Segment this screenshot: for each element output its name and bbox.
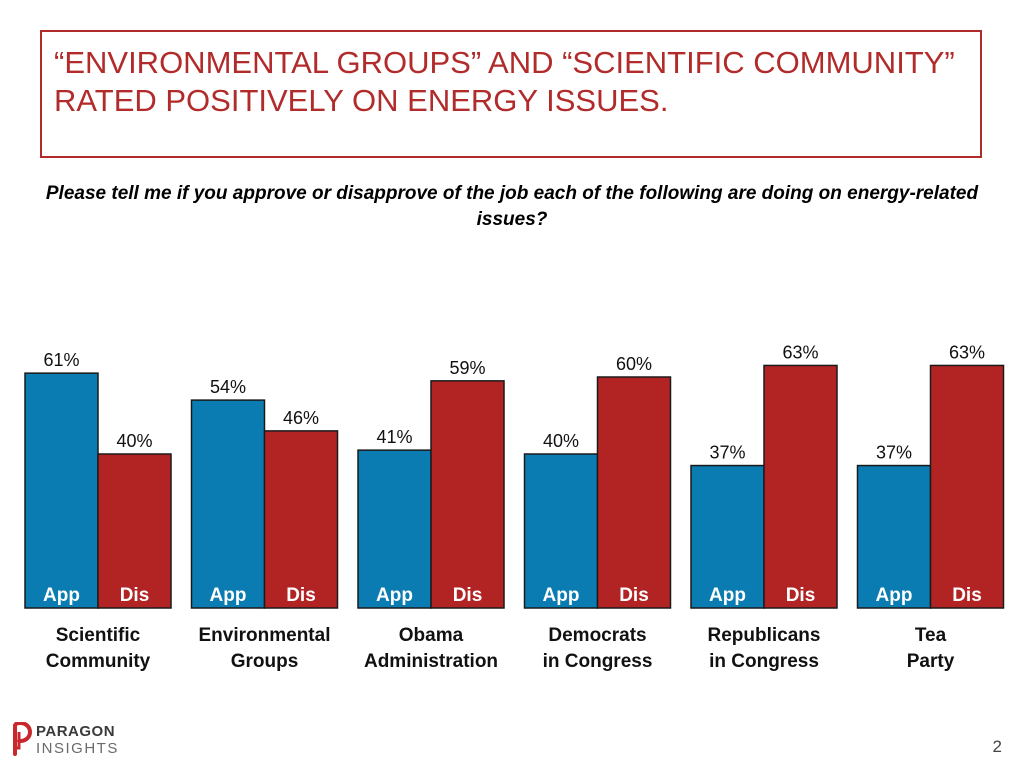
- value-label-app-0: 61%: [43, 350, 79, 370]
- category-label-0-1: Community: [46, 651, 151, 672]
- bar-dis-0: [97, 453, 172, 609]
- value-label-app-5: 37%: [876, 443, 912, 463]
- bar-series-label-app-1: App: [210, 585, 247, 606]
- title-box: “ENVIRONMENTAL GROUPS” AND “SCIENTIFIC C…: [40, 30, 982, 158]
- bar-app-4: [690, 464, 765, 609]
- bar-dis-5: [929, 364, 1005, 609]
- value-label-app-1: 54%: [210, 377, 246, 397]
- category-label-5-1: Party: [907, 651, 955, 672]
- category-label-0-0: Scientific: [56, 625, 141, 646]
- bar-series-label-app-0: App: [43, 585, 80, 606]
- value-label-dis-1: 46%: [283, 408, 319, 428]
- bar-series-label-app-4: App: [709, 585, 746, 606]
- bar-app-5: [856, 464, 932, 609]
- bar-series-label-dis-4: Dis: [786, 585, 816, 606]
- category-label-2-1: Administration: [364, 651, 498, 672]
- slide-title: “ENVIRONMENTAL GROUPS” AND “SCIENTIFIC C…: [54, 45, 955, 118]
- value-label-dis-3: 60%: [616, 354, 652, 374]
- category-label-4-1: in Congress: [709, 651, 819, 672]
- bar-series-label-dis-1: Dis: [286, 585, 316, 606]
- bar-app-0: [24, 372, 99, 609]
- category-label-1-1: Groups: [231, 651, 299, 672]
- survey-question: Please tell me if you approve or disappr…: [45, 183, 979, 230]
- bar-dis-3: [596, 376, 672, 609]
- category-label-5-0: Tea: [915, 625, 947, 646]
- logo-text-insights: INSIGHTS: [36, 740, 119, 757]
- page-number: 2: [992, 737, 1002, 756]
- value-label-app-2: 41%: [376, 427, 412, 447]
- bar-series-label-dis-0: Dis: [120, 585, 150, 606]
- bar-series-label-app-3: App: [543, 585, 580, 606]
- category-label-3-1: in Congress: [543, 651, 653, 672]
- logo-text-paragon: PARAGON: [36, 723, 116, 740]
- paragon-logo-icon: [13, 722, 33, 756]
- bar-dis-4: [763, 364, 838, 609]
- value-label-dis-0: 40%: [116, 431, 152, 451]
- bar-series-label-dis-5: Dis: [952, 585, 982, 606]
- bar-dis-1: [263, 430, 339, 609]
- value-label-dis-2: 59%: [449, 358, 485, 378]
- category-label-3-0: Democrats: [548, 625, 646, 646]
- bar-dis-2: [430, 380, 505, 609]
- category-label-2-0: Obama: [399, 625, 464, 646]
- value-label-app-4: 37%: [709, 443, 745, 463]
- bar-app-1: [190, 399, 266, 609]
- category-label-1-0: Environmental: [199, 625, 331, 646]
- value-label-dis-4: 63%: [782, 342, 818, 362]
- bar-series-label-dis-3: Dis: [619, 585, 649, 606]
- value-label-app-3: 40%: [543, 431, 579, 451]
- bar-series-label-app-5: App: [876, 585, 913, 606]
- value-label-dis-5: 63%: [949, 342, 985, 362]
- bar-series-label-dis-2: Dis: [453, 585, 483, 606]
- bar-series-label-app-2: App: [376, 585, 413, 606]
- bar-app-2: [357, 449, 432, 609]
- category-label-4-0: Republicans: [708, 625, 821, 646]
